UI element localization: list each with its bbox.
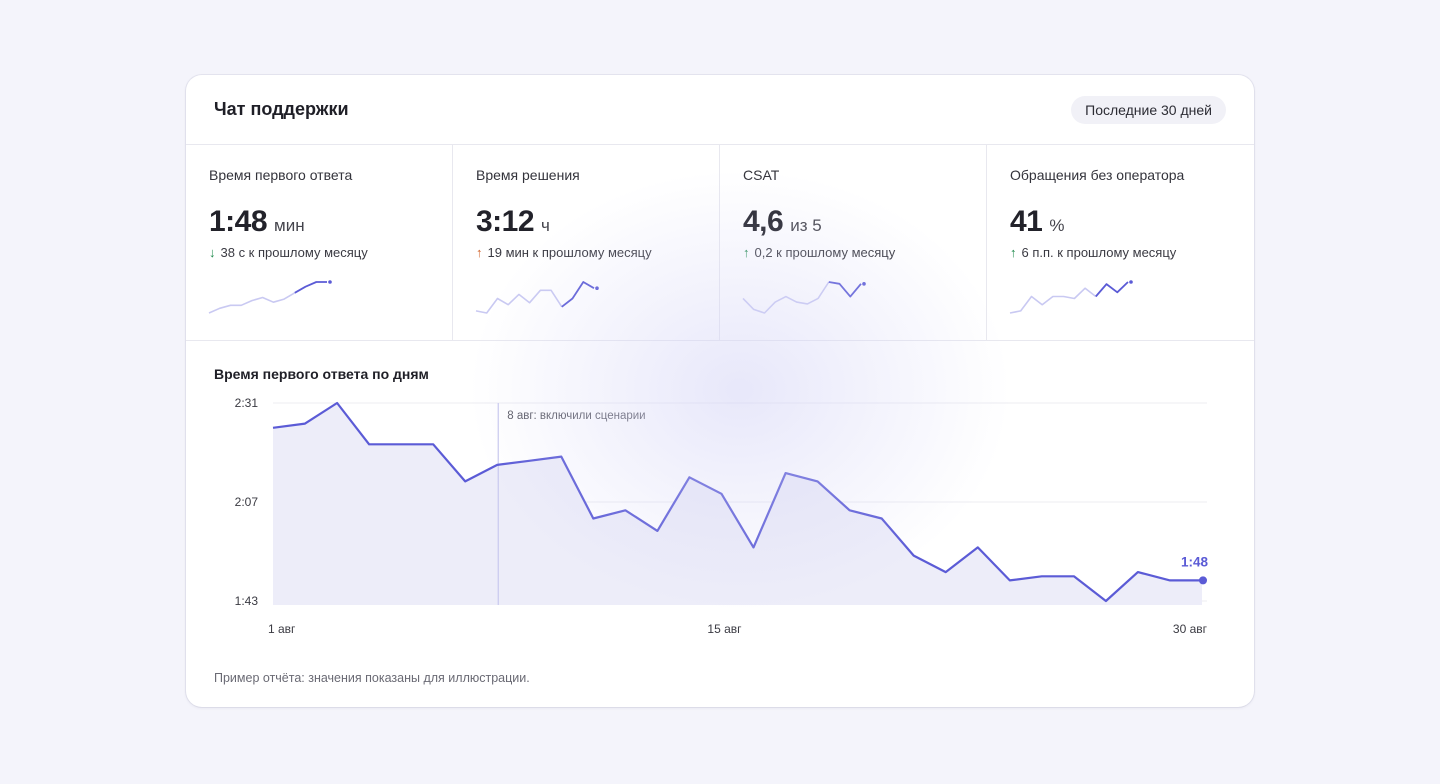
kpi-value-row: 1:48 мин bbox=[209, 205, 452, 239]
data-point bbox=[365, 440, 373, 448]
support-chat-card: Чат поддержки Последние 30 дней Время пе… bbox=[186, 75, 1254, 707]
data-point bbox=[846, 506, 854, 514]
data-point bbox=[782, 469, 790, 477]
data-point bbox=[1006, 576, 1014, 584]
kpi-value: 3:12 bbox=[476, 205, 535, 238]
data-point bbox=[525, 457, 533, 465]
kpi-value: 1:48 bbox=[209, 205, 268, 238]
data-point bbox=[685, 473, 693, 481]
x-tick-label: 15 авг bbox=[707, 622, 742, 636]
x-tick-label: 30 авг bbox=[1173, 622, 1208, 636]
sparkline bbox=[742, 281, 866, 314]
annotation-label: 8 авг: включили сценарии bbox=[507, 410, 645, 422]
daily-response-chart[interactable]: 1:43 2:07 2:31 8 авг: включили сценарии 1:48… bbox=[186, 341, 1254, 707]
arrow-up-icon: ↑ bbox=[476, 245, 483, 260]
y-tick-label: 2:31 bbox=[235, 396, 259, 410]
data-point bbox=[493, 461, 501, 469]
kpi-unit: мин bbox=[274, 216, 305, 235]
card-header: Чат поддержки Последние 30 дней bbox=[186, 75, 1254, 145]
arrow-down-icon: ↓ bbox=[209, 245, 216, 260]
kpi-delta-text: 6 п.п. к прошлому месяцу bbox=[1021, 245, 1177, 260]
sparkline-end-point bbox=[595, 286, 599, 290]
sparkline-history bbox=[475, 289, 563, 314]
daily-chart-section: 1:43 2:07 2:31 8 авг: включили сценарии 1:48… bbox=[186, 341, 1254, 707]
kpi-label: CSAT bbox=[743, 167, 780, 183]
kpi-label: Время первого ответа bbox=[209, 167, 353, 183]
data-point bbox=[1038, 572, 1046, 580]
data-point bbox=[1166, 576, 1174, 584]
data-point bbox=[653, 527, 661, 535]
data-point bbox=[910, 552, 918, 560]
card-title: Чат поддержки bbox=[214, 99, 349, 119]
x-tick-label: 1 авг bbox=[268, 622, 296, 636]
y-tick-label: 2:07 bbox=[235, 495, 259, 509]
sparkline-recent bbox=[294, 281, 327, 294]
kpi-csat[interactable]: CSAT 4,6 из 5 ↑ 0,2 к прошлому месяцу bbox=[720, 145, 987, 340]
kpi-delta: ↑ 0,2 к прошлому месяцу bbox=[743, 245, 986, 260]
y-tick-label: 1:43 bbox=[235, 594, 259, 608]
sparkline-recent bbox=[1095, 281, 1129, 298]
data-point bbox=[461, 477, 469, 485]
chart-title: Время первого ответа по дням bbox=[214, 366, 429, 382]
sparkline-end-point bbox=[862, 282, 866, 286]
data-point bbox=[942, 568, 950, 576]
sparkline-end-point bbox=[328, 280, 332, 284]
chart-footnote: Пример отчёта: значения показаны для илл… bbox=[214, 671, 530, 685]
period-selector[interactable]: Последние 30 дней bbox=[1071, 95, 1226, 124]
sparkline-recent bbox=[828, 281, 862, 298]
kpi-delta-text: 0,2 к прошлому месяцу bbox=[754, 245, 896, 260]
data-point bbox=[429, 440, 437, 448]
sparkline-history bbox=[208, 292, 296, 314]
data-point bbox=[717, 490, 725, 498]
kpi-delta: ↑ 19 мин к прошлому месяцу bbox=[476, 245, 719, 260]
kpi-delta: ↓ 38 с к прошлому месяцу bbox=[209, 245, 452, 260]
data-point bbox=[397, 440, 405, 448]
data-point bbox=[878, 515, 886, 523]
kpi-unit: % bbox=[1049, 216, 1065, 235]
data-point bbox=[1102, 597, 1110, 605]
last-point-marker bbox=[1199, 576, 1207, 585]
kpi-unit: из 5 bbox=[790, 216, 822, 235]
kpi-value-row: 4,6 из 5 bbox=[743, 205, 986, 239]
kpi-value: 41 bbox=[1010, 205, 1043, 238]
kpi-self-service[interactable]: Обращения без оператора 41 % ↑ 6 п.п. к … bbox=[987, 145, 1254, 340]
data-point bbox=[1070, 572, 1078, 580]
data-point bbox=[269, 424, 277, 432]
sparkline-history bbox=[1009, 287, 1097, 314]
data-point bbox=[301, 420, 309, 428]
sparkline-recent bbox=[561, 281, 595, 308]
sparkline bbox=[475, 281, 599, 314]
kpi-value-row: 3:12 ч bbox=[476, 205, 719, 239]
data-point bbox=[974, 543, 982, 551]
data-point bbox=[589, 515, 597, 523]
sparkline bbox=[1009, 280, 1133, 314]
data-point bbox=[814, 477, 822, 485]
arrow-up-icon: ↑ bbox=[743, 245, 750, 260]
kpi-first-response[interactable]: Время первого ответа 1:48 мин ↓ 38 с к п… bbox=[186, 145, 453, 340]
kpi-value-row: 41 % bbox=[1010, 205, 1254, 239]
last-value-label: 1:48 bbox=[1181, 554, 1209, 569]
data-point bbox=[621, 506, 629, 514]
sparkline-end-point bbox=[1129, 280, 1133, 284]
area-fill bbox=[273, 403, 1202, 605]
kpi-delta: ↑ 6 п.п. к прошлому месяцу bbox=[1010, 245, 1254, 260]
kpi-resolution-time[interactable]: Время решения 3:12 ч ↑ 19 мин к прошлому… bbox=[453, 145, 720, 340]
kpi-unit: ч bbox=[541, 216, 550, 235]
kpi-value: 4,6 bbox=[743, 205, 784, 238]
kpi-delta-text: 19 мин к прошлому месяцу bbox=[487, 245, 652, 260]
data-point bbox=[557, 453, 565, 461]
sparkline bbox=[208, 280, 332, 314]
data-point bbox=[333, 399, 341, 407]
kpi-label: Обращения без оператора bbox=[1010, 167, 1185, 183]
sparkline-history bbox=[742, 281, 830, 314]
kpi-label: Время решения bbox=[476, 167, 580, 183]
arrow-up-icon: ↑ bbox=[1010, 245, 1017, 260]
kpi-delta-text: 38 с к прошлому месяцу bbox=[220, 245, 368, 260]
data-point bbox=[750, 543, 758, 551]
data-point bbox=[1134, 568, 1142, 576]
kpi-row: Время первого ответа 1:48 мин ↓ 38 с к п… bbox=[186, 145, 1254, 341]
